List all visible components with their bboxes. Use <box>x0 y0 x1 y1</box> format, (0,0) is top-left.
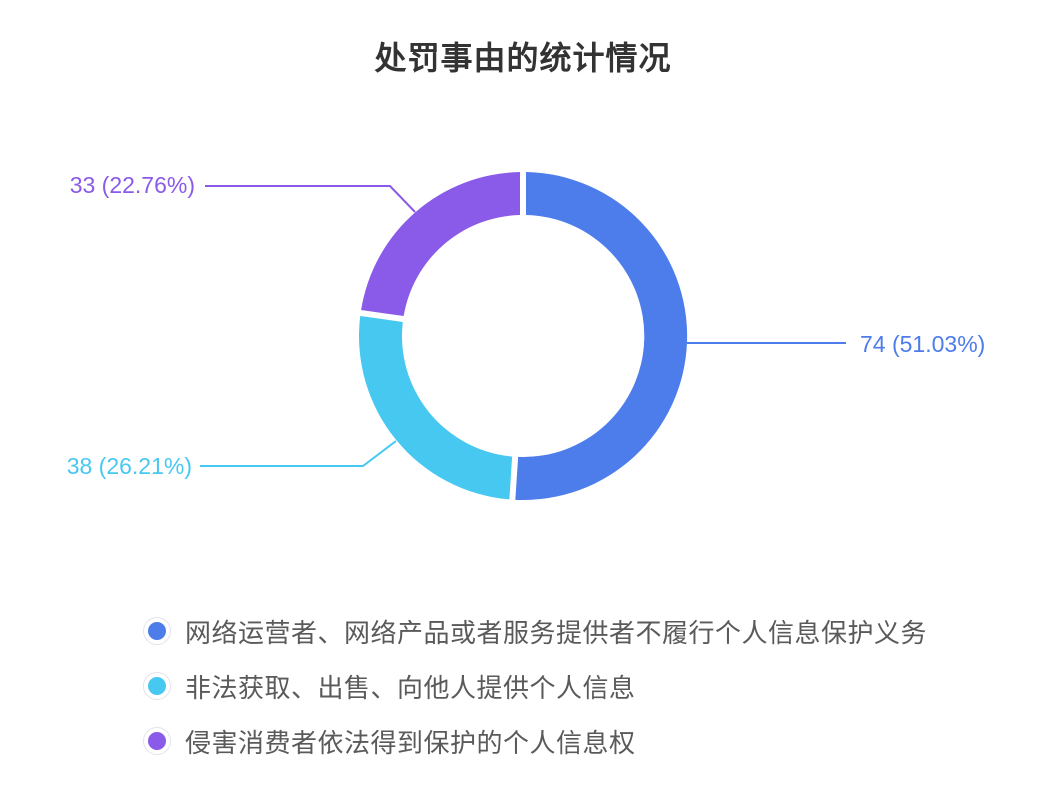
legend-label-0: 网络运营者、网络产品或者服务提供者不履行个人信息保护义务 <box>185 617 928 648</box>
legend-item-1[interactable]: 非法获取、出售、向他人提供个人信息 <box>143 672 927 703</box>
callout-label-series-0: 74 (51.03%) <box>860 331 986 357</box>
pie-segment-1[interactable] <box>358 315 513 500</box>
callout-label-series-2: 33 (22.76%) <box>69 172 195 198</box>
legend-dot-icon <box>148 732 166 750</box>
callout-label-series-1: 38 (26.21%) <box>66 453 192 479</box>
legend-item-2[interactable]: 侵害消费者依法得到保护的个人信息权 <box>143 727 927 758</box>
pie-segment-2[interactable] <box>361 172 520 317</box>
legend-dot-icon <box>148 677 166 695</box>
legend-marker-icon <box>143 727 171 755</box>
label-line-1 <box>200 440 397 467</box>
legend-label-2: 侵害消费者依法得到保护的个人信息权 <box>185 727 636 758</box>
pie-segment-0[interactable] <box>515 172 688 501</box>
chart-title: 处罚事由的统计情况 <box>374 40 672 76</box>
legend-dot-icon <box>148 622 166 640</box>
legend-marker-icon <box>143 672 171 700</box>
legend-label-1: 非法获取、出售、向他人提供个人信息 <box>185 672 636 703</box>
legend: 网络运营者、网络产品或者服务提供者不履行个人信息保护义务 非法获取、出售、向他人… <box>143 617 927 782</box>
legend-item-0[interactable]: 网络运营者、网络产品或者服务提供者不履行个人信息保护义务 <box>143 617 927 648</box>
label-line-2 <box>205 185 416 213</box>
legend-marker-icon <box>143 617 171 645</box>
